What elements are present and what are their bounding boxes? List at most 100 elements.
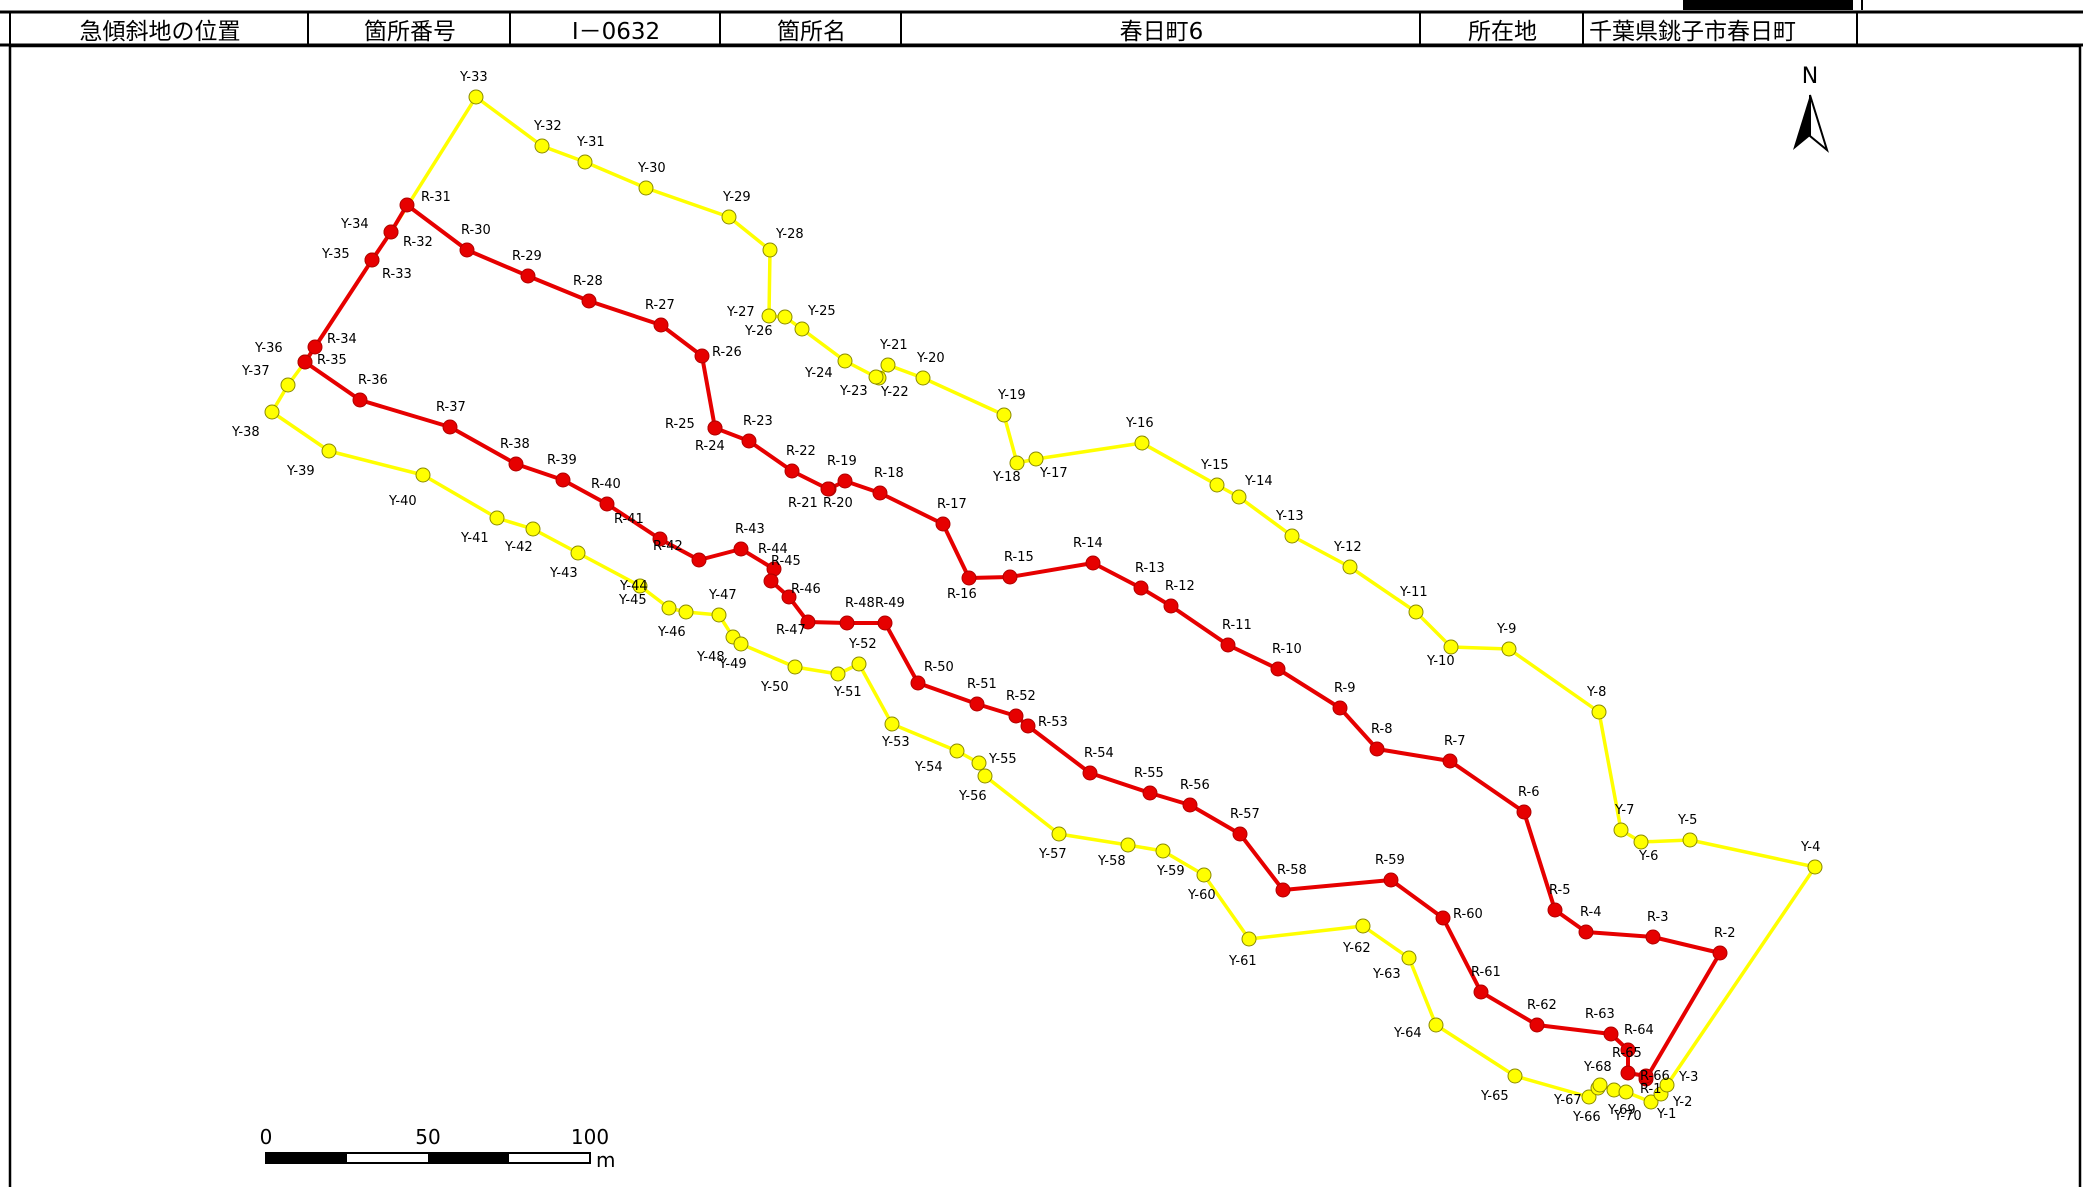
yellow-point-marker (1507, 1068, 1523, 1084)
yellow-point-label: Y-15 (1200, 458, 1229, 473)
red-point-marker (1547, 902, 1563, 918)
label-position: 急傾斜地の位置 (79, 18, 241, 45)
red-point-label: R-64 (1624, 1023, 1654, 1038)
yellow-point-label: Y-62 (1342, 941, 1371, 956)
red-point-marker (1516, 804, 1532, 820)
red-point-label: R-56 (1180, 778, 1210, 793)
red-point-label: R-63 (1585, 1007, 1615, 1022)
red-point-marker (1133, 580, 1149, 596)
yellow-point-label: Y-10 (1426, 654, 1455, 669)
red-point-label: R-33 (382, 267, 412, 282)
red-point-marker (707, 420, 723, 436)
red-point-marker (877, 615, 893, 631)
scale-label-0: 0 (260, 1125, 273, 1149)
header-dividers (9, 12, 1858, 45)
red-point-marker (1232, 826, 1248, 842)
yellow-point-marker (1051, 826, 1067, 842)
yellow-point-marker (321, 443, 337, 459)
yellow-point-marker (577, 154, 593, 170)
yellow-point-label: Y-29 (722, 190, 751, 205)
red-point-label: R-62 (1527, 998, 1557, 1013)
red-point-marker (1082, 765, 1098, 781)
yellow-point-marker (1659, 1077, 1675, 1093)
red-point-label: R-40 (591, 477, 621, 492)
yellow-point-label: Y-16 (1125, 416, 1154, 431)
yellow-point-marker (787, 659, 803, 675)
red-point-marker (1603, 1026, 1619, 1042)
red-point-label: R-23 (743, 414, 773, 429)
red-point-label: R-26 (712, 345, 742, 360)
yellow-point-label: Y-40 (388, 494, 417, 509)
yellow-point-marker (1408, 604, 1424, 620)
scale-label-50: 50 (415, 1125, 440, 1149)
red-point-marker (733, 541, 749, 557)
red-point-label: R-16 (947, 587, 977, 602)
yellow-point-marker (280, 377, 296, 393)
yellow-point-marker (1591, 704, 1607, 720)
north-label: N (1802, 64, 1818, 89)
yellow-point-label: Y-46 (657, 625, 686, 640)
yellow-point-marker (777, 309, 793, 325)
red-point-label: R-1 (1640, 1082, 1661, 1097)
red-point-label: R-30 (461, 223, 491, 238)
red-point-label: R-10 (1272, 642, 1302, 657)
yellow-point-marker (761, 308, 777, 324)
red-point-label: R-4 (1580, 905, 1601, 920)
yellow-point-label: Y-51 (833, 685, 862, 700)
red-point-marker (1002, 569, 1018, 585)
yellow-point-label: Y-23 (839, 384, 868, 399)
yellow-point-marker (415, 467, 431, 483)
red-point-label: R-35 (317, 353, 347, 368)
red-point-marker (352, 392, 368, 408)
red-point-marker (1712, 945, 1728, 961)
yellow-point-marker (468, 89, 484, 105)
yellow-point-marker (996, 407, 1012, 423)
red-point-marker (1332, 700, 1348, 716)
yellow-point-label: Y-32 (533, 119, 562, 134)
yellow-point-marker (1401, 950, 1417, 966)
yellow-point-label: Y-21 (879, 338, 908, 353)
red-point-marker (1578, 924, 1594, 940)
yellow-point-marker (1209, 477, 1225, 493)
yellow-point-label: Y-6 (1638, 849, 1658, 864)
yellow-point-label: Y-43 (549, 566, 578, 581)
red-point-marker (1473, 984, 1489, 1000)
yellow-point-label: Y-33 (459, 70, 488, 85)
red-point-label: R-22 (786, 444, 816, 459)
yellow-point-label: Y-47 (708, 588, 737, 603)
red-point-marker (1220, 637, 1236, 653)
yellow-point-label: Y-63 (1372, 967, 1401, 982)
red-point-label: R-41 (614, 512, 644, 527)
yellow-point-label: Y-57 (1038, 847, 1067, 862)
yellow-point-marker (489, 510, 505, 526)
yellow-point-label: Y-20 (916, 351, 945, 366)
red-point-marker (1383, 872, 1399, 888)
yellow-point-label: Y-19 (997, 388, 1026, 403)
red-point-label: R-20 (823, 496, 853, 511)
yellow-point-label: Y-5 (1677, 813, 1697, 828)
red-point-label: R-48 (845, 596, 875, 611)
yellow-point-label: Y-12 (1333, 540, 1362, 555)
red-point-marker (653, 317, 669, 333)
red-point-label: R-25 (665, 417, 695, 432)
yellow-point-label: Y-64 (1393, 1026, 1422, 1041)
red-point-label: R-46 (791, 582, 821, 597)
red-point-label: R-6 (1518, 785, 1539, 800)
yellow-point-marker (977, 768, 993, 784)
yellow-point-label: Y-17 (1039, 466, 1068, 481)
red-point-label: R-31 (421, 190, 451, 205)
yellow-point-label: Y-38 (231, 425, 260, 440)
red-point-marker (581, 293, 597, 309)
red-point-label: R-43 (735, 522, 765, 537)
yellow-point-marker (1501, 641, 1517, 657)
map-frame (8, 44, 2082, 1187)
yellow-point-marker (794, 321, 810, 337)
yellow-point-marker (525, 521, 541, 537)
red-point-label: R-3 (1647, 910, 1668, 925)
yellow-point-marker (1009, 455, 1025, 471)
red-point-marker (961, 570, 977, 586)
red-point-marker (442, 419, 458, 435)
yellow-point-label: Y-60 (1187, 888, 1216, 903)
yellow-point-marker (1155, 843, 1171, 859)
red-point-label: R-59 (1375, 853, 1405, 868)
